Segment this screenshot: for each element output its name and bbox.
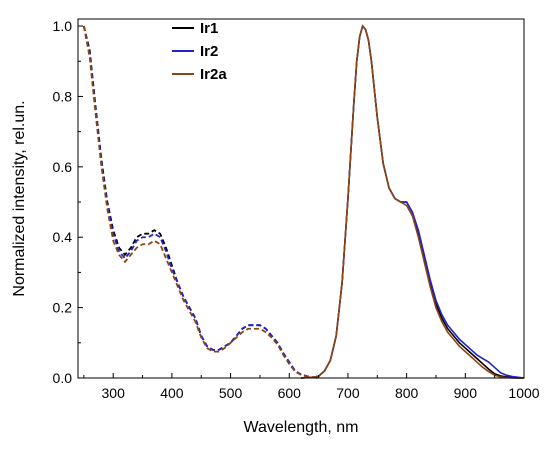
series-ir1-emission-line (300, 24, 524, 379)
x-tick-label: 700 (336, 385, 360, 401)
legend-label: Ir2a (200, 66, 227, 83)
series-ir2a-emission-line (300, 24, 524, 379)
y-tick-label: 0.8 (53, 88, 73, 104)
x-tick-label: 300 (102, 385, 126, 401)
legend-label: Ir1 (200, 20, 218, 37)
y-tick-label: 1.0 (53, 18, 73, 34)
x-tick-label: 500 (219, 385, 243, 401)
y-tick-label: 0.4 (53, 229, 73, 245)
series-group (82, 24, 525, 379)
y-tick-label: 0.2 (53, 300, 73, 316)
legend-label: Ir2 (200, 43, 218, 60)
series-ir2a-absorption-line (82, 25, 319, 379)
plot-frame (77, 18, 525, 379)
x-tick-label: 1000 (508, 385, 539, 401)
y-axis-title: Normalized intensity, rel.un. (11, 100, 28, 296)
legend: Ir1 Ir2 Ir2a (172, 20, 227, 83)
y-tick-label: 0.6 (53, 159, 73, 175)
x-tick-label: 800 (395, 385, 419, 401)
x-tick-label: 900 (454, 385, 478, 401)
axes-group: 300 400 500 600 700 800 900 1000 0.0 0.2 0.4 0.6 0.8… (53, 18, 540, 401)
y-tick-label: 0.0 (53, 370, 73, 386)
x-tick-label: 400 (160, 385, 184, 401)
x-tick-label: 600 (278, 385, 302, 401)
series-ir2-emission-line (300, 24, 525, 379)
x-axis-title: Wavelength, nm (243, 419, 358, 436)
